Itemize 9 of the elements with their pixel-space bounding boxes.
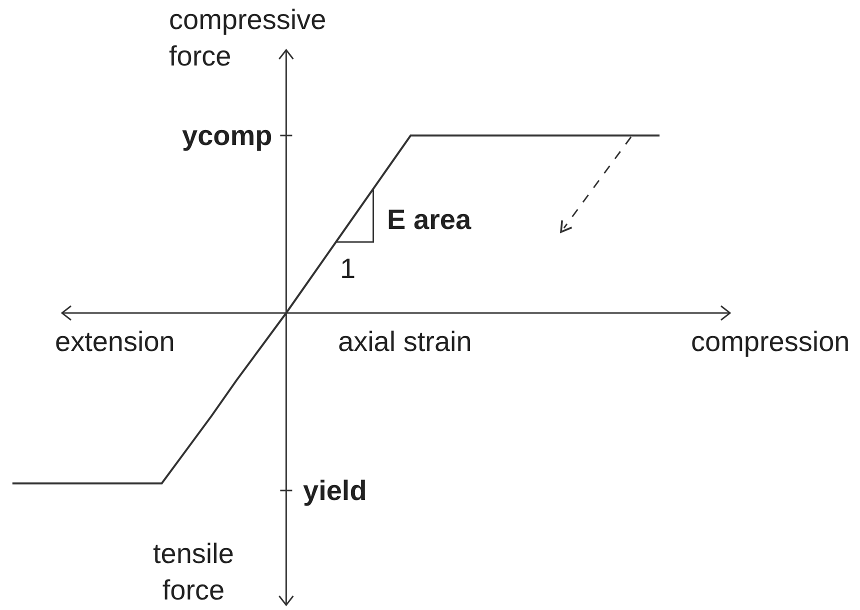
x-axis-title: axial strain — [338, 326, 472, 357]
annotation: 1 — [340, 253, 356, 284]
annotation: yield — [303, 475, 367, 506]
annotation: E area — [387, 204, 472, 235]
y-axis-title: compressive force — [169, 4, 326, 72]
annotation: ycomp — [182, 120, 272, 151]
annotation: extension — [55, 326, 175, 357]
text: compression — [691, 326, 850, 357]
text: tensile force — [153, 538, 234, 606]
